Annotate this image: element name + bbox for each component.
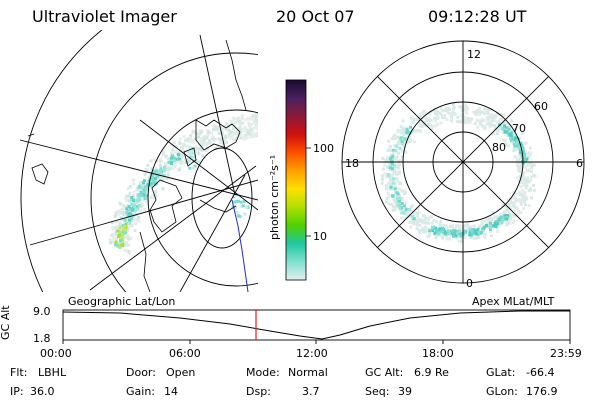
left-panel-label: Geographic Lat/Lon xyxy=(68,295,176,308)
time-tick-2359: 23:59 xyxy=(550,347,582,360)
status-seq-label: Seq: xyxy=(365,385,390,398)
colorbar-unit-label: photon cm⁻²s⁻¹ xyxy=(268,155,281,240)
mlt-label-18: 18 xyxy=(345,157,359,170)
colorbar: 100 10 photon cm⁻²s⁻¹ xyxy=(268,79,334,281)
meridian-line xyxy=(199,34,236,196)
date-label: 20 Oct 07 xyxy=(276,7,355,26)
time-tick-0600: 06:00 xyxy=(169,347,201,360)
status-dsp-label: Dsp: xyxy=(246,385,271,398)
coastline xyxy=(183,147,197,167)
status-glon-label: GLon: xyxy=(486,385,518,398)
status-ip-label: IP: xyxy=(10,385,24,398)
time-tick-1800: 18:00 xyxy=(422,347,454,360)
time-tick-0000: 00:00 xyxy=(40,347,72,360)
lat-label-80: 80 xyxy=(492,141,506,154)
coastline xyxy=(225,39,247,111)
status-gcalt-label: GC Alt: xyxy=(365,366,404,379)
lat-circle-pole xyxy=(191,147,253,249)
altitude-plot-frame xyxy=(62,309,571,341)
coastline xyxy=(139,231,151,292)
status-door-label: Door: xyxy=(126,366,156,379)
mlt-axis-diagonal xyxy=(377,76,549,248)
altitude-strip xyxy=(62,309,571,344)
mlt-label-12: 12 xyxy=(467,48,481,61)
right-panel-label: Apex MLat/MLT xyxy=(472,295,555,308)
meridian-line xyxy=(139,119,258,211)
colorbar-tick-10: 10 xyxy=(313,230,327,243)
status-glon-value: 176.9 xyxy=(526,385,558,398)
lat-label-60: 60 xyxy=(534,100,548,113)
colorbar-tick-100: 100 xyxy=(313,142,334,155)
status-flt-value: LBHL xyxy=(38,366,67,379)
coastline xyxy=(195,119,241,151)
terminator-line xyxy=(231,199,249,292)
magnetic-polar-panel: 12 18 6 0 60 70 80 xyxy=(341,40,585,290)
status-mode-value: Normal xyxy=(288,366,328,379)
status-gain-value: 14 xyxy=(164,385,178,398)
mlt-label-0: 0 xyxy=(466,277,473,290)
status-glat-value: -66.4 xyxy=(526,366,555,379)
status-mode-label: Mode: xyxy=(246,366,280,379)
altitude-ylabel: GC Alt xyxy=(0,305,12,340)
status-gcalt-value: 6.9 Re xyxy=(414,366,449,379)
coastline xyxy=(199,199,237,213)
coastline xyxy=(31,163,49,185)
status-glat-label: GLat: xyxy=(486,366,516,379)
coastline xyxy=(27,133,35,137)
time-tick-1200: 12:00 xyxy=(296,347,328,360)
status-door-value: Open xyxy=(166,366,196,379)
altitude-ytick-1-8: 1.8 xyxy=(33,332,51,345)
geographic-map-panel xyxy=(19,30,258,292)
mlt-label-6: 6 xyxy=(576,157,583,170)
meridian-line xyxy=(179,174,246,292)
lat-circle-inner xyxy=(147,109,258,287)
meridian-line xyxy=(29,179,258,246)
lat-circle-outer xyxy=(20,30,103,292)
time-label: 09:12:28 UT xyxy=(428,7,527,26)
status-seq-value: 39 xyxy=(398,385,412,398)
aurora-oval-mag xyxy=(380,103,537,243)
altitude-ytick-9: 9.0 xyxy=(33,305,51,318)
colorbar-gradient xyxy=(285,79,307,281)
meridian-line xyxy=(19,139,258,201)
lat-label-70: 70 xyxy=(512,122,526,135)
meridian-line xyxy=(89,165,257,291)
status-flt-label: Flt: xyxy=(10,366,28,379)
app-title: Ultraviolet Imager xyxy=(32,7,177,26)
status-gain-label: Gain: xyxy=(126,385,155,398)
altitude-curve xyxy=(62,310,570,340)
lat-circle-mid xyxy=(90,52,258,292)
status-ip-value: 36.0 xyxy=(30,385,55,398)
coastline xyxy=(149,179,183,233)
status-dsp-value: 3.7 xyxy=(302,385,320,398)
